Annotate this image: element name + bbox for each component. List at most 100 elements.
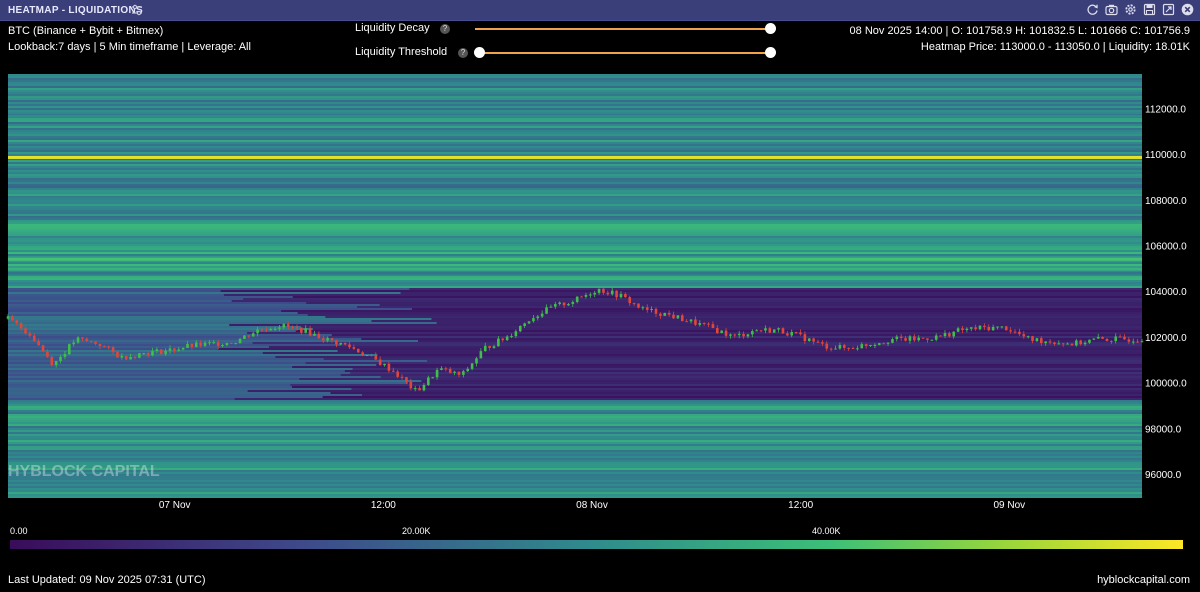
candle-body (1061, 343, 1065, 345)
liquidity-decay-handle[interactable] (765, 23, 776, 34)
heatmap-row (8, 438, 1142, 440)
candle-body (72, 342, 75, 345)
heatmap-row (8, 240, 1142, 242)
liquidity-decay-slider[interactable] (475, 28, 771, 30)
heatmap-row (8, 174, 1142, 176)
candle-body (615, 290, 618, 298)
heatmap-row (8, 304, 1142, 306)
candle-body (427, 377, 430, 385)
liquidity-band (8, 114, 1142, 118)
candle-body (199, 342, 202, 346)
candle-body (124, 355, 128, 360)
close-icon[interactable] (1181, 3, 1194, 16)
help-icon[interactable]: ? (440, 24, 450, 34)
candle-body (444, 368, 448, 370)
candle-body (794, 332, 798, 334)
heatmap-row (8, 120, 1142, 122)
site-link[interactable]: hyblockcapital.com (1097, 574, 1190, 586)
gear-icon[interactable] (1124, 3, 1137, 16)
expand-icon[interactable] (1162, 3, 1175, 16)
candle-body (28, 333, 32, 336)
heatmap-row (8, 264, 1142, 266)
candle-body (777, 328, 780, 330)
liquidity-threshold-min-handle[interactable] (474, 47, 485, 58)
candle-body (589, 294, 592, 296)
heatmap-row (8, 390, 1142, 392)
candle-body (882, 343, 885, 345)
x-tick-label: 08 Nov (576, 500, 608, 511)
candle-body (1053, 342, 1056, 345)
heatmap-row (8, 106, 1142, 108)
candle-body (370, 355, 373, 357)
liquidity-threshold-slider[interactable] (479, 52, 771, 54)
candle-body (1031, 336, 1034, 342)
heatmap-row-early (8, 386, 292, 388)
candle-body (405, 377, 408, 382)
heatmap-row-early (8, 346, 269, 348)
colorbar-tick-label: 20.00K (402, 526, 431, 536)
heatmap-row (8, 308, 1142, 310)
heatmap-row (8, 462, 1142, 464)
heatmap-row (8, 100, 1142, 102)
heatmap-row (8, 150, 1142, 152)
candle-body (659, 313, 662, 316)
heatmap-row (8, 108, 1142, 110)
heatmap-row-early (8, 370, 345, 372)
candle-body (111, 347, 115, 352)
candle-body (877, 343, 881, 345)
candle-body (1110, 341, 1113, 343)
candle-body (829, 348, 833, 350)
heatmap-row (8, 392, 1142, 394)
candle-body (580, 296, 583, 298)
heatmap-row (8, 344, 1142, 346)
candle-body (724, 330, 728, 336)
heatmap-row (8, 112, 1142, 114)
heatmap-row (8, 356, 1142, 358)
heatmap-row-early (8, 372, 351, 374)
heatmap-row (8, 480, 1142, 482)
heatmap-row (8, 334, 1142, 336)
candle-body (645, 307, 649, 310)
y-tick-label: 98000.0 (1145, 424, 1182, 435)
candle-body (190, 343, 194, 347)
candle-body (326, 338, 329, 341)
liquidity-threshold-max-handle[interactable] (765, 47, 776, 58)
heatmap-row (8, 340, 1142, 342)
heatmap-row (8, 226, 1142, 228)
candle-body (689, 319, 693, 322)
heatmap-row (8, 444, 1142, 446)
settings-sliders-icon[interactable] (130, 3, 144, 17)
candle-body (177, 349, 181, 351)
camera-icon[interactable] (1105, 3, 1118, 16)
heatmap-row (8, 170, 1142, 172)
heatmap-row (8, 176, 1142, 178)
heatmap-row (8, 90, 1142, 92)
heatmap-row (8, 352, 1142, 354)
candle-body (229, 343, 233, 345)
refresh-icon[interactable] (1086, 3, 1099, 16)
candle-body (11, 316, 14, 321)
heatmap-row-early (8, 398, 235, 400)
candle-body (650, 308, 653, 310)
candle-body (1018, 331, 1021, 335)
candle-body (41, 345, 45, 352)
heatmap-row (8, 492, 1142, 494)
candle-body (549, 306, 553, 308)
candle-body (606, 292, 610, 295)
candle-body (400, 376, 404, 378)
candle-body (628, 297, 632, 304)
heatmap-row (8, 140, 1142, 142)
candle-body (1013, 331, 1017, 333)
heatmap-row (8, 260, 1142, 262)
heatmap-row (8, 454, 1142, 456)
candle-body (816, 341, 820, 343)
help-icon[interactable]: ? (458, 48, 468, 58)
candle-body (567, 303, 570, 306)
save-icon[interactable] (1143, 3, 1156, 16)
candle-body (514, 331, 518, 336)
candle-body (15, 320, 19, 324)
heatmap-row (8, 94, 1142, 96)
heatmap-row (8, 160, 1142, 162)
heatmap-chart[interactable]: 112000.0 110000.0 108000.0 106000.0 104000.0… (0, 70, 1200, 520)
candle-body (707, 323, 710, 325)
